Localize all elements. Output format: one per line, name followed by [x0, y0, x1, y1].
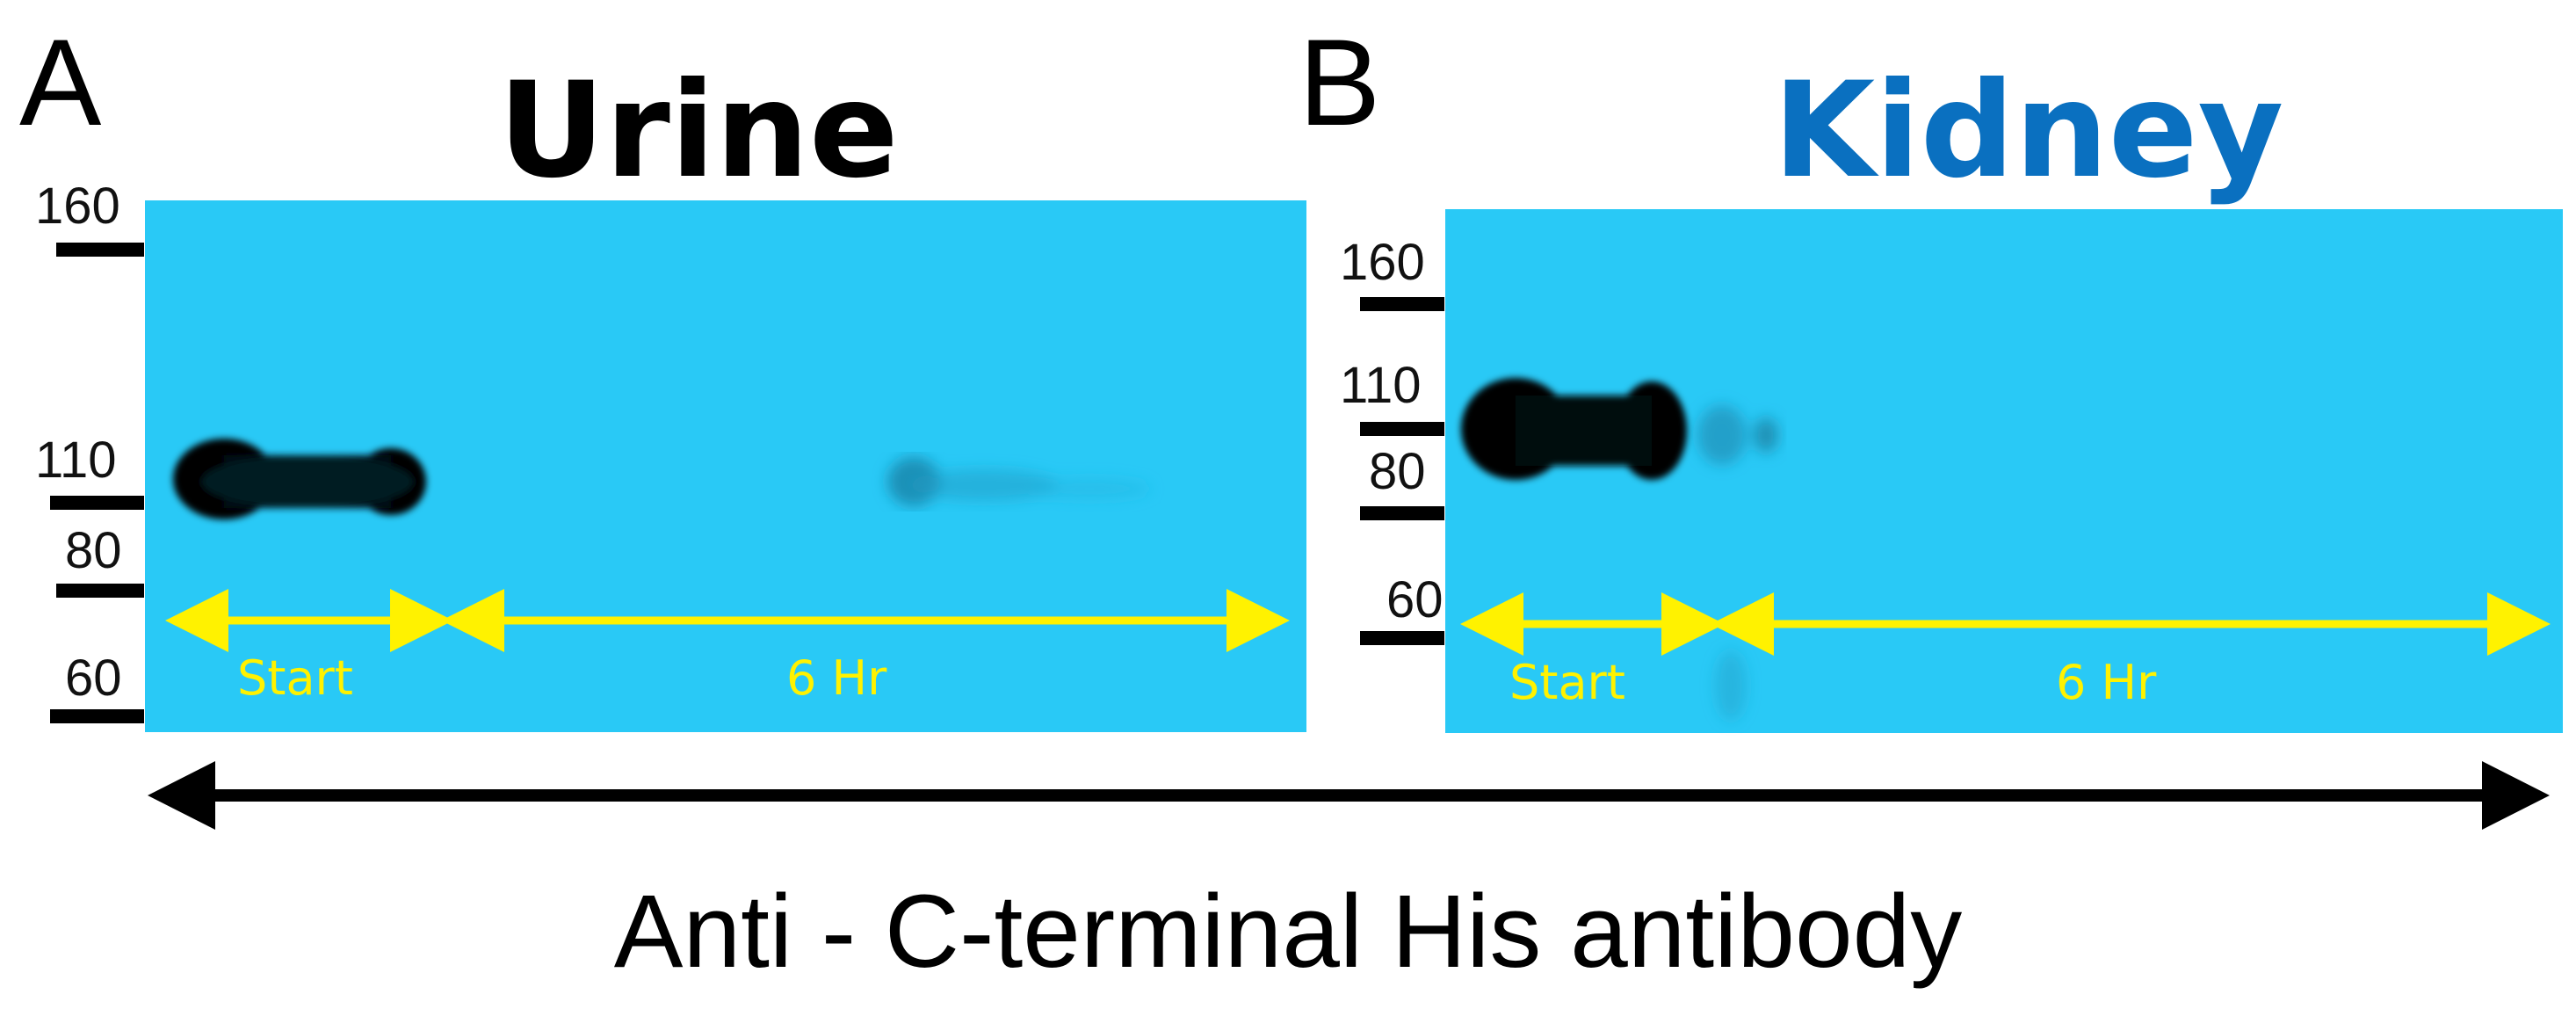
panel-a-letter: A: [19, 13, 102, 151]
panel-a-marker-60-label: 60: [65, 650, 122, 707]
panel-a-marker-160-tick: [56, 243, 144, 257]
panel-b-marker-160-tick: [1360, 297, 1444, 311]
panel-a-6hr-label: 6 Hr: [786, 650, 887, 706]
panel-b-marker-110-tick: [1360, 422, 1444, 436]
panel-b-title: Kidney: [1773, 54, 2283, 207]
panel-a-marker-60-tick: [50, 709, 144, 723]
panel-b-start-band: [1461, 378, 1687, 480]
panel-a-start-band: [173, 439, 426, 519]
panel-a-faint-band: [887, 457, 1151, 506]
panel-b-letter: B: [1299, 13, 1380, 151]
panel-b-marker-80-tick: [1360, 506, 1444, 520]
panel-b-marker-110-label: 110: [1340, 357, 1421, 414]
panel-a-start-label: Start: [237, 650, 353, 706]
panel-a-marker-80-tick: [56, 584, 144, 598]
panel-b-faint-band: [1697, 405, 1778, 721]
panel-a-title: Urine: [498, 54, 899, 207]
panel-b-marker-60-tick: [1360, 631, 1444, 645]
panel-b-marker-160-label: 160: [1340, 234, 1425, 291]
panel-b-start-label: Start: [1509, 655, 1625, 710]
panel-b-6hr-label: 6 Hr: [2056, 655, 2157, 710]
panel-a-marker-160-label: 160: [35, 178, 120, 235]
panel-a: A Urine 160 110 80 60 Start 6 Hr: [19, 13, 1306, 732]
figure-caption: Anti - C-terminal His antibody: [614, 874, 1963, 990]
panel-a-marker-110-label: 110: [35, 432, 116, 489]
bottom-span-arrow: [148, 761, 2550, 830]
panel-b-marker-60-label: 60: [1386, 571, 1444, 628]
panel-a-marker-110-tick: [50, 496, 144, 510]
panel-a-marker-80-label: 80: [65, 522, 122, 579]
panel-b-marker-80-label: 80: [1369, 443, 1426, 500]
panel-b: B Kidney 160 110 80 60 Start 6 Hr: [1299, 13, 2563, 733]
